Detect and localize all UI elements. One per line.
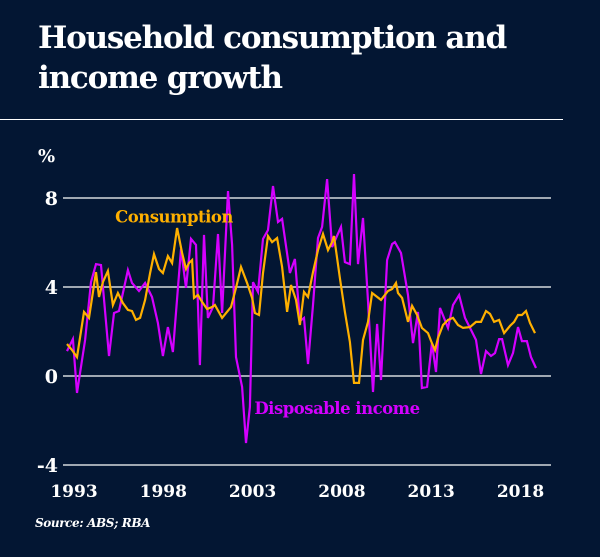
x-tick-label: 2018: [497, 482, 544, 502]
chart-title: Household consumption and income growth: [38, 20, 507, 96]
source-note: Source: ABS; RBA: [35, 516, 151, 530]
series-lines: [66, 173, 537, 444]
y-tick-label: 8: [45, 188, 58, 210]
series-label-disposable-income: Disposable income: [254, 399, 419, 418]
gridlines: [63, 197, 551, 466]
x-tick-label: 2013: [408, 482, 455, 502]
x-tick-label: 2008: [318, 482, 365, 502]
y-tick-label: 0: [45, 366, 58, 388]
series-line-disposable-income: [66, 173, 537, 444]
y-tick-labels: 8 4 0 -4: [37, 188, 58, 477]
x-tick-labels: 1993 1998 2003 2008 2013 2018: [50, 482, 544, 502]
y-tick-label: -4: [37, 455, 58, 477]
y-axis-unit-label: %: [38, 146, 55, 167]
series-line-consumption: [66, 227, 536, 384]
series-labels: Consumption Disposable income: [115, 207, 420, 417]
series-label-consumption: Consumption: [115, 207, 233, 226]
x-tick-label: 1998: [140, 482, 187, 502]
x-tick-label: 2003: [229, 482, 276, 502]
y-tick-label: 4: [45, 277, 58, 299]
x-tick-label: 1993: [50, 482, 97, 502]
title-divider: [0, 119, 563, 120]
